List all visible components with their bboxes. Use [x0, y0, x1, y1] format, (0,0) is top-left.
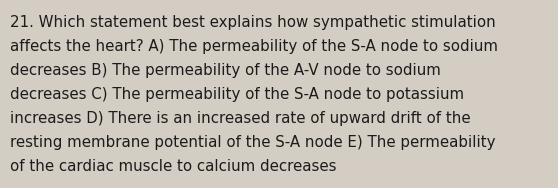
Text: of the cardiac muscle to calcium decreases: of the cardiac muscle to calcium decreas…	[10, 159, 336, 174]
Text: 21. Which statement best explains how sympathetic stimulation: 21. Which statement best explains how sy…	[10, 15, 496, 30]
Text: decreases B) The permeability of the A-V node to sodium: decreases B) The permeability of the A-V…	[10, 63, 441, 78]
Text: decreases C) The permeability of the S-A node to potassium: decreases C) The permeability of the S-A…	[10, 87, 464, 102]
Text: resting membrane potential of the S-A node E) The permeability: resting membrane potential of the S-A no…	[10, 135, 496, 150]
Text: affects the heart? A) The permeability of the S-A node to sodium: affects the heart? A) The permeability o…	[10, 39, 498, 54]
Text: increases D) There is an increased rate of upward drift of the: increases D) There is an increased rate …	[10, 111, 470, 126]
